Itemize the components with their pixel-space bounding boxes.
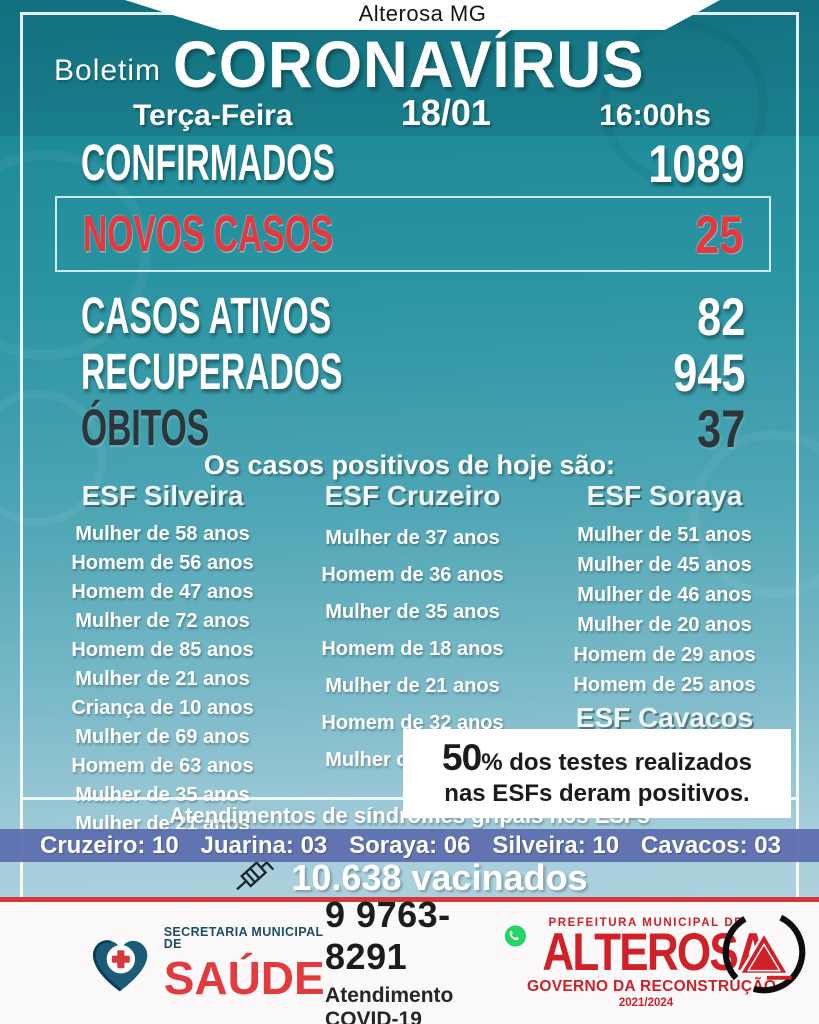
column-title-esf-cavacos: ESF Cavacos	[575, 702, 754, 733]
flu-item: Cruzeiro: 10	[40, 831, 179, 859]
case-item: Mulher de 21 anos	[325, 675, 500, 697]
alterosa-emblem-icon	[722, 910, 806, 994]
case-item: Homem de 36 anos	[321, 564, 504, 586]
case-item: Homem de 85 anos	[71, 639, 254, 661]
stat-label: NOVOS CASOS	[83, 204, 334, 263]
case-item: Homem de 18 anos	[321, 638, 504, 660]
flu-item: Juarina: 03	[200, 831, 328, 859]
city-hall-logo: PREFEITURA MUNICIPAL DE ALTEROSA GOVERNO…	[527, 910, 806, 1009]
health-secretary-logo: SECRETARIA MUNICIPAL DE SAÚDE	[84, 924, 331, 1004]
case-item: Mulher de 35 anos	[75, 784, 250, 806]
whatsapp-icon	[505, 925, 527, 947]
stats-list: CONFIRMADOS 1089 NOVOS CASOS 25 CASOS AT…	[55, 133, 771, 458]
stat-label: RECUPERADOS	[81, 342, 343, 401]
date-row: Terça-Feira 18/01 16:00hs	[133, 92, 711, 134]
stat-row-confirmados: CONFIRMADOS 1089	[55, 133, 771, 192]
health-secretary-text: SECRETARIA MUNICIPAL DE SAÚDE	[163, 924, 331, 1004]
date-label: 18/01	[400, 92, 491, 133]
tests-line1: % dos testes realizados	[481, 749, 752, 776]
page-title: CORONAVÍRUS	[173, 28, 645, 103]
stat-value: 1089	[648, 133, 745, 193]
phone-service-label: Atendimento COVID-19	[325, 984, 454, 1024]
tests-line2: nas ESFs deram positivos.	[444, 780, 750, 808]
case-item: Mulher de 72 anos	[75, 610, 250, 632]
stat-value: 25	[694, 204, 743, 264]
case-item: Mulher de 20 anos	[577, 614, 752, 636]
stat-value: 945	[672, 342, 745, 402]
case-item: Mulher de 58 anos	[75, 523, 250, 545]
column-title: ESF Cruzeiro	[324, 480, 501, 511]
stat-label: CASOS ATIVOS	[81, 286, 332, 345]
frame-border-right	[796, 12, 799, 898]
column-esf-soraya: ESF Soraya Mulher de 51 anos Mulher de 4…	[535, 480, 794, 839]
case-item: Mulher de 35 anos	[325, 601, 500, 623]
flu-item: Silveira: 10	[492, 831, 620, 859]
bulletin-background: Alterosa MG Boletim CORONAVÍRUS Terça-Fe…	[0, 0, 819, 902]
city-name-tab: Alterosa MG	[125, 0, 720, 30]
column-esf-silveira: ESF Silveira Mulher de 58 anos Homem de …	[35, 480, 290, 839]
column-title: ESF Soraya	[586, 480, 743, 511]
stat-label: CONFIRMADOS	[81, 133, 335, 192]
case-item: Mulher de 45 anos	[577, 554, 752, 576]
health-secretary-line1: SECRETARIA MUNICIPAL DE	[163, 924, 324, 951]
case-item: Homem de 56 anos	[71, 552, 254, 574]
case-item: Mulher de 46 anos	[577, 584, 752, 606]
case-item: Homem de 25 anos	[573, 674, 756, 696]
health-secretary-line2: SAÚDE	[163, 951, 325, 1004]
case-item: Homem de 29 anos	[573, 644, 756, 666]
time-label: 16:00hs	[599, 99, 711, 132]
flu-syndromes-bar: Cruzeiro: 10 Juarina: 03 Soraya: 06 Silv…	[0, 829, 819, 862]
stat-row-recuperados: RECUPERADOS 945	[55, 342, 771, 401]
column-title: ESF Silveira	[81, 480, 244, 511]
stat-row-obitos: ÓBITOS 37	[55, 398, 771, 457]
flu-item: Cavacos: 03	[640, 831, 781, 859]
title-row: Boletim CORONAVÍRUS	[42, 28, 779, 103]
flu-item: Soraya: 06	[349, 831, 471, 859]
stat-row-novos-casos: NOVOS CASOS 25	[55, 196, 771, 272]
cases-columns: ESF Silveira Mulher de 58 anos Homem de …	[35, 480, 794, 839]
footer: SECRETARIA MUNICIPAL DE SAÚDE 9 9763-829…	[0, 894, 819, 1024]
vaccinated-count-label: 10.638 vacinados	[291, 857, 588, 898]
tests-positivity-note: 50% dos testes realizados nas ESFs deram…	[403, 729, 791, 819]
boletim-label: Boletim	[54, 53, 162, 87]
covid-phone-block: 9 9763-8291 Atendimento COVID-19	[325, 894, 527, 1024]
city-name-label: Alterosa MG	[358, 1, 487, 26]
case-item: Mulher de 51 anos	[577, 524, 752, 546]
frame-border-left	[20, 12, 23, 898]
city-hall-line2: GOVERNO DA RECONSTRUÇÃO	[527, 977, 777, 995]
case-item: Criança de 10 anos	[71, 697, 254, 719]
stat-value: 82	[696, 286, 745, 346]
stat-row-casos-ativos: CASOS ATIVOS 82	[55, 286, 771, 345]
stat-label: ÓBITOS	[81, 398, 210, 457]
phone-row: 9 9763-8291	[325, 894, 527, 978]
phone-number: 9 9763-8291	[325, 894, 451, 977]
city-hall-line1: PREFEITURA MUNICIPAL DE	[548, 917, 744, 930]
city-hall-line3: 2021/2024	[618, 996, 674, 1009]
health-heart-icon	[93, 940, 148, 992]
case-item: Mulher de 37 anos	[325, 527, 500, 549]
positive-cases-heading: Os casos positivos de hoje são:	[203, 450, 616, 480]
case-item: Homem de 47 anos	[71, 581, 254, 603]
case-item: Homem de 32 anos	[321, 712, 504, 734]
red-divider-line	[0, 897, 819, 902]
stat-value: 37	[696, 398, 745, 458]
weekday-label: Terça-Feira	[133, 99, 293, 132]
vaccinated-row: 10.638 vacinados	[0, 854, 819, 898]
case-item: Mulher de 21 anos	[75, 668, 250, 690]
case-item: Homem de 63 anos	[71, 755, 254, 777]
tests-percent: 50	[442, 737, 482, 778]
case-item: Mulher de 69 anos	[75, 726, 250, 748]
